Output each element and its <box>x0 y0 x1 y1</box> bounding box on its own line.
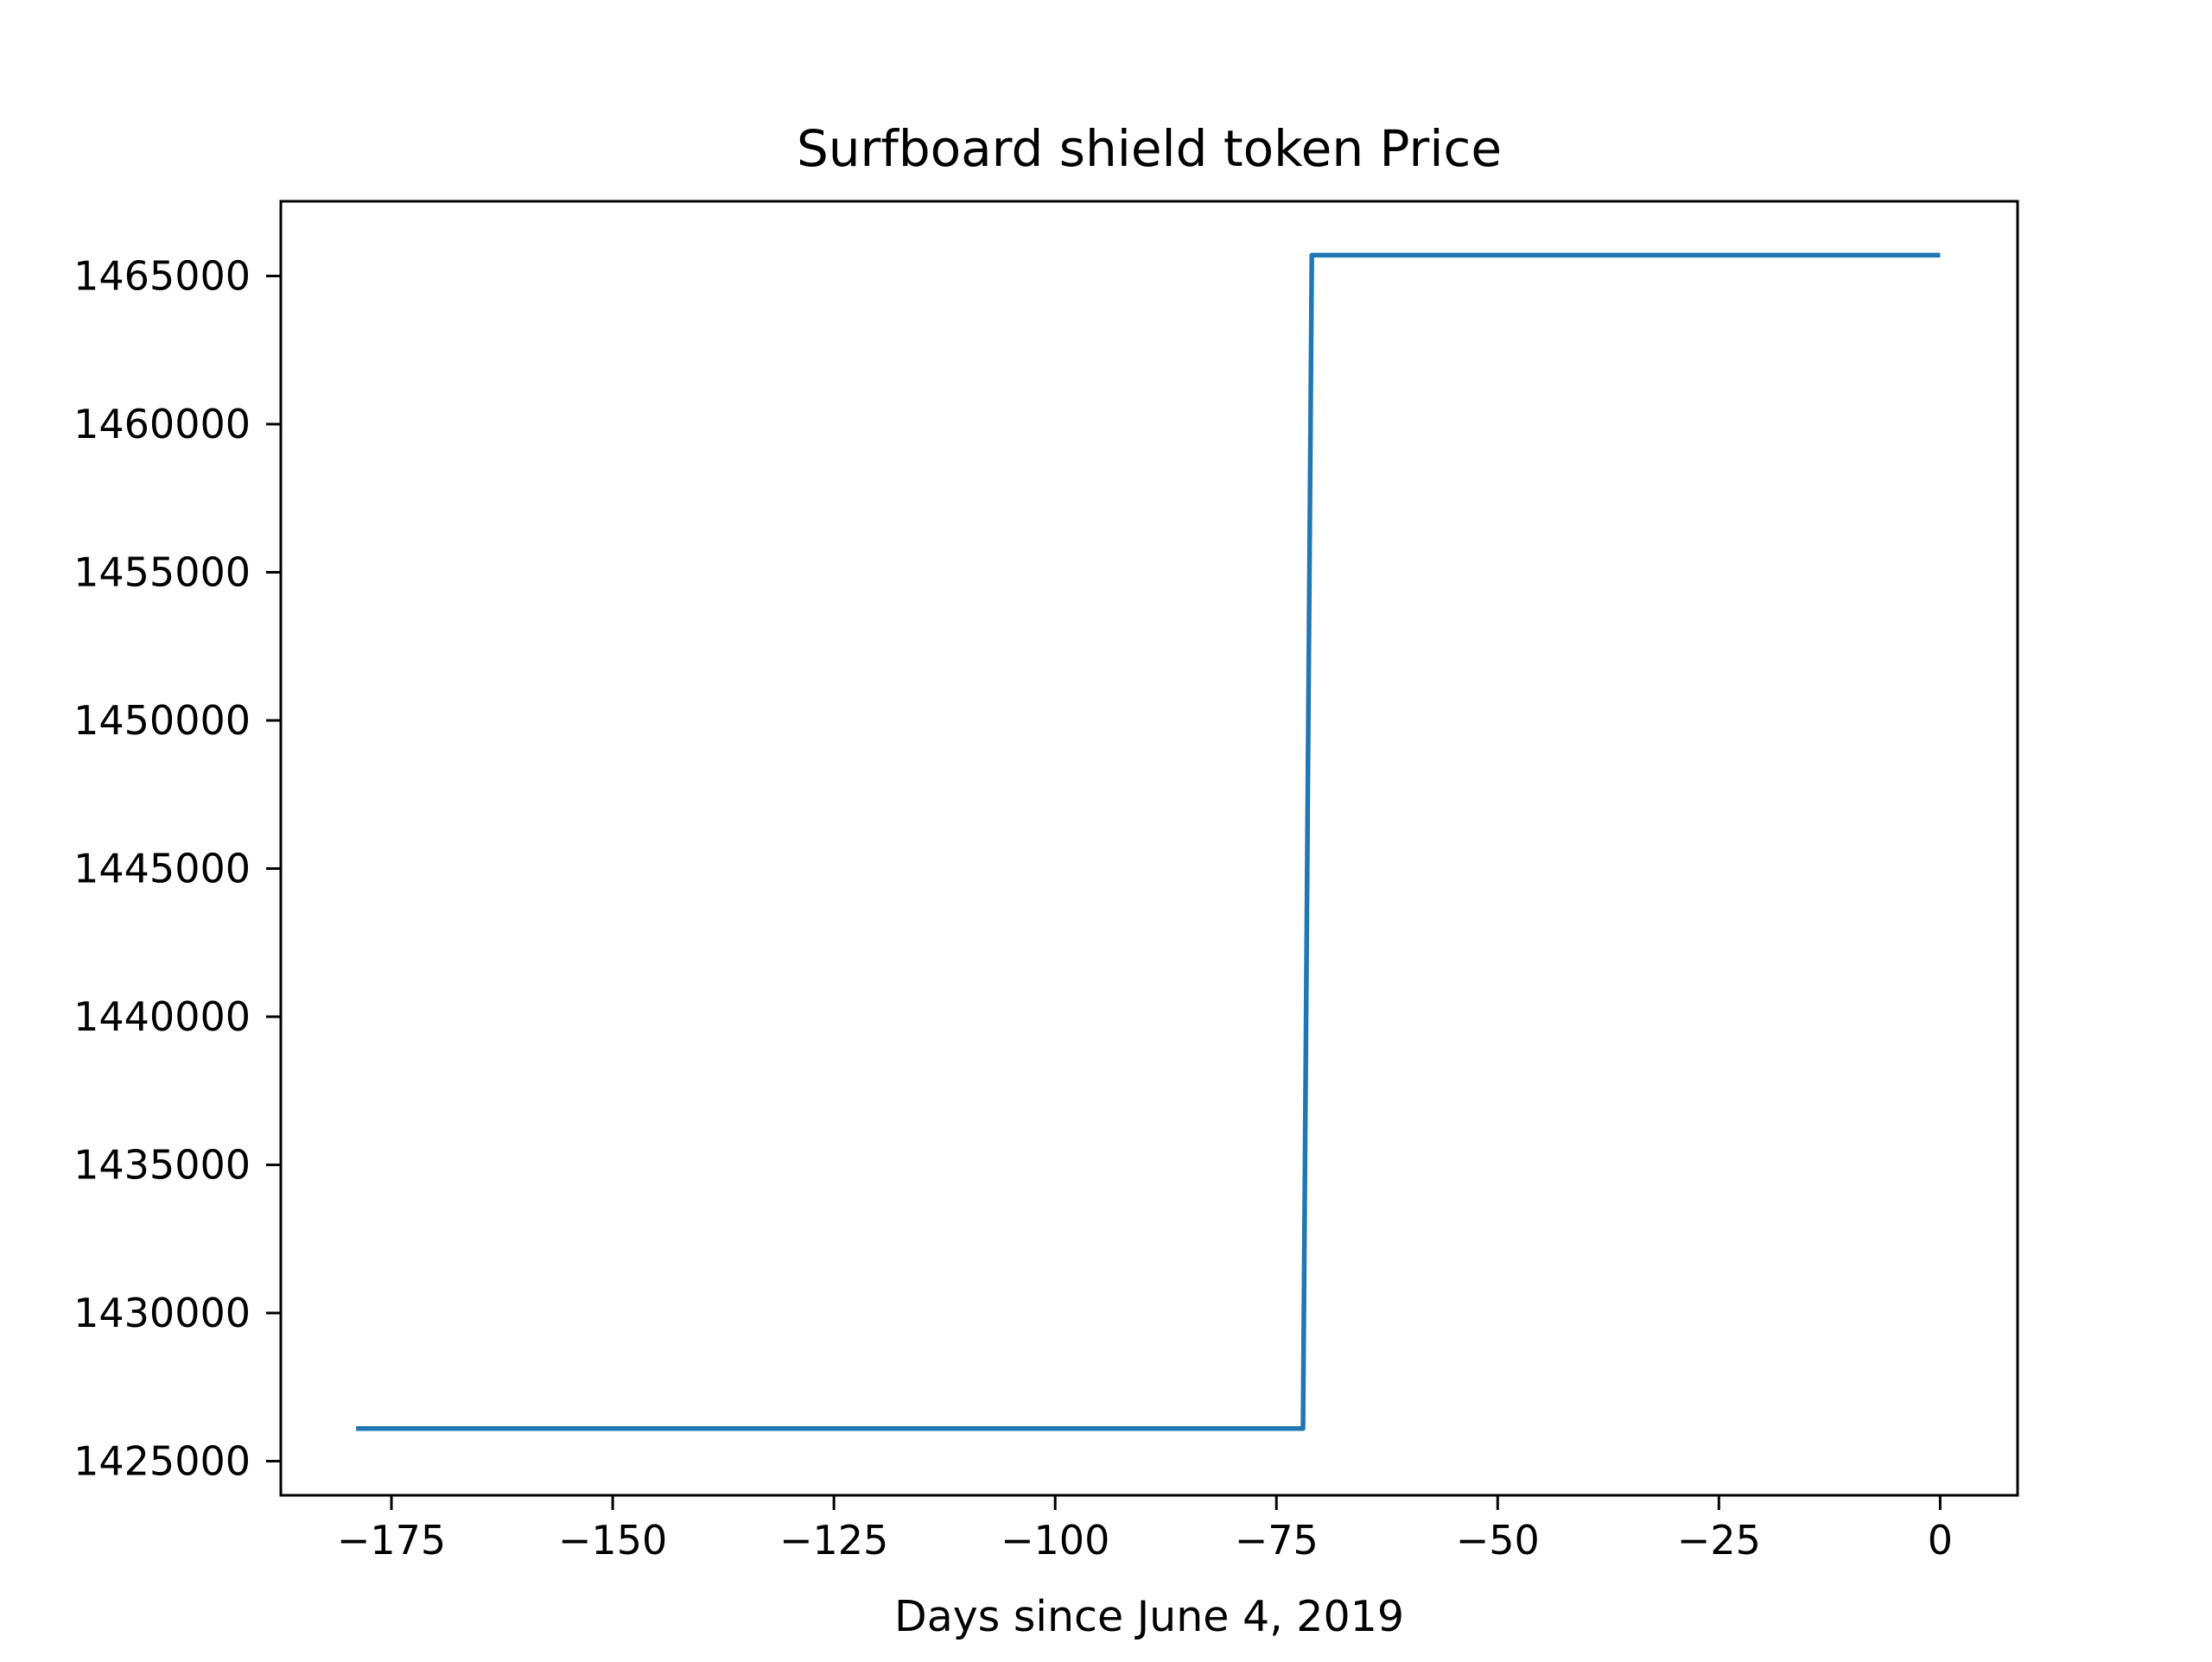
x-tick-label: −50 <box>1456 1517 1540 1564</box>
y-tick-label: 1465000 <box>73 252 251 299</box>
x-tick-label: −125 <box>779 1517 888 1564</box>
y-tick-label: 1440000 <box>73 993 251 1040</box>
y-tick-label: 1435000 <box>73 1142 251 1189</box>
y-tick-label: 1430000 <box>73 1290 251 1336</box>
x-tick-label: −100 <box>1001 1517 1109 1564</box>
y-tick-label: 1450000 <box>73 697 251 744</box>
y-tick-label: 1455000 <box>73 549 251 595</box>
plot-frame <box>279 200 2019 1497</box>
y-tick-label: 1445000 <box>73 845 251 891</box>
series-line <box>356 252 1941 1431</box>
x-tick-label: 0 <box>1928 1517 1953 1564</box>
y-tick-label: 1425000 <box>73 1438 251 1485</box>
x-tick-label: −175 <box>337 1517 446 1564</box>
x-tick-label: −75 <box>1235 1517 1319 1564</box>
y-axis: 1425000 1430000 1435000 1440000 1445000 14500… <box>73 252 281 1485</box>
y-tick-label: 1460000 <box>73 401 251 447</box>
chart-title: Surfboard shield token Price <box>797 119 1502 178</box>
x-tick-label: −150 <box>558 1517 667 1564</box>
x-axis: −175 −150 −125 −100 −75 −50 −25 0 <box>337 1495 1953 1564</box>
x-axis-label: Days since June 4, 2019 <box>894 1592 1404 1641</box>
plot-area <box>356 252 1941 1431</box>
x-tick-label: −25 <box>1677 1517 1761 1564</box>
